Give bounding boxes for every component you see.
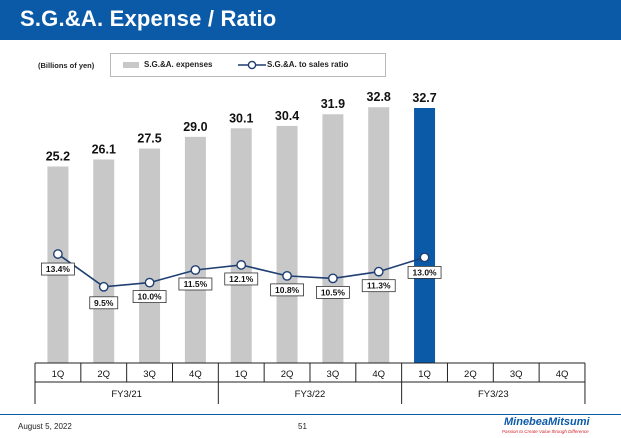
- x-tick-label: 2Q: [97, 369, 110, 380]
- chart-legend: S.G.&A. expenses S.G.&A. to sales ratio: [110, 53, 386, 77]
- bar-3: [184, 136, 206, 363]
- bar-value-label: 29.0: [183, 120, 207, 134]
- ratio-label-box: [315, 285, 350, 299]
- ratio-label-box: [224, 272, 259, 286]
- page-title: S.G.&A. Expense / Ratio: [20, 6, 277, 31]
- ratio-label: 10.8%: [275, 285, 300, 295]
- ratio-label: 13.4%: [46, 264, 71, 274]
- bar-value-label: 30.4: [275, 109, 299, 123]
- x-tick-label: 4Q: [189, 369, 202, 380]
- ratio-label: 10.0%: [138, 292, 163, 302]
- x-tick-label: 1Q: [235, 369, 248, 380]
- footer-date: August 5, 2022: [18, 422, 72, 431]
- bar-value-label: 25.2: [46, 149, 70, 163]
- page-number: 51: [298, 422, 307, 431]
- ratio-label: 13.0%: [413, 267, 438, 277]
- brand-logo: MinebeaMitsumi: [504, 416, 590, 428]
- fiscal-year-label: FY3/23: [478, 389, 509, 400]
- legend-bar-label: S.G.&A. expenses: [144, 60, 213, 69]
- ratio-label-box: [407, 265, 442, 279]
- ratio-label-box: [270, 283, 304, 297]
- ratio-label-box: [41, 262, 75, 276]
- x-tick-label: 1Q: [52, 369, 65, 380]
- bar-value-label: 30.1: [229, 111, 253, 125]
- ratio-marker: [282, 270, 292, 281]
- ratio-marker: [373, 266, 384, 277]
- footer-divider: [0, 414, 621, 415]
- fiscal-year-label: FY3/22: [295, 389, 326, 400]
- bar-5: [276, 125, 298, 363]
- bar-6: [322, 114, 344, 364]
- bar-value-label: 26.1: [92, 142, 116, 156]
- ratio-marker: [190, 265, 201, 275]
- bar-2: [139, 148, 161, 363]
- ratio-marker: [98, 281, 109, 292]
- unit-label: (Billions of yen): [38, 61, 95, 70]
- fiscal-year-label: FY3/21: [111, 389, 142, 400]
- x-tick-label: 3Q: [143, 369, 156, 380]
- x-tick-label: 4Q: [372, 369, 385, 380]
- bar-value-label: 32.8: [367, 90, 391, 104]
- ratio-marker: [419, 252, 430, 263]
- x-tick-label: 2Q: [281, 369, 294, 380]
- bar-value-label: 31.9: [321, 97, 345, 111]
- header-bar: [0, 0, 621, 40]
- brand-tagline: Passion to Create Value through Differen…: [502, 429, 589, 434]
- bar-1: [93, 159, 115, 363]
- ratio-label-box: [361, 279, 396, 293]
- ratio-label: 11.5%: [184, 279, 208, 289]
- x-tick-label: 4Q: [556, 369, 569, 380]
- x-tick-label: 3Q: [510, 369, 523, 380]
- bar-value-label: 32.7: [412, 91, 436, 105]
- legend-bar-swatch: [123, 62, 139, 68]
- ratio-label-box: [89, 296, 119, 310]
- ratio-label: 10.5%: [321, 287, 346, 297]
- ratio-label: 12.1%: [229, 274, 254, 284]
- x-tick-label: 1Q: [418, 369, 431, 380]
- bar-value-label: 27.5: [137, 132, 161, 146]
- ratio-marker: [144, 277, 155, 288]
- ratio-label-box: [178, 277, 213, 291]
- x-tick-label: 2Q: [464, 369, 477, 380]
- ratio-label: 11.3%: [367, 281, 391, 291]
- ratio-marker: [236, 260, 247, 270]
- legend-line-label: S.G.&A. to sales ratio: [267, 60, 349, 69]
- ratio-label: 9.5%: [94, 298, 114, 308]
- ratio-marker: [53, 249, 63, 259]
- legend-line-icon: [238, 60, 266, 70]
- bar-4: [230, 128, 252, 363]
- ratio-marker: [327, 273, 338, 284]
- bar-8: [414, 108, 436, 363]
- bar-7: [368, 107, 390, 363]
- x-tick-label: 3Q: [327, 369, 340, 380]
- ratio-label-box: [132, 290, 167, 304]
